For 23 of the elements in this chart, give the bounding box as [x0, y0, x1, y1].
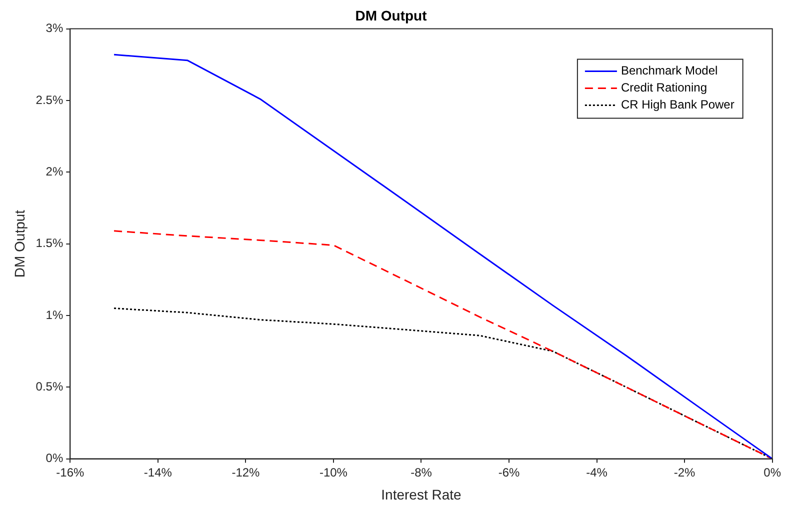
y-tick-label: 1% — [46, 308, 64, 322]
y-tick-label: 0.5% — [36, 379, 64, 394]
y-tick-label: 2.5% — [36, 92, 64, 107]
line-series — [113, 230, 772, 459]
y-tick-label: 2% — [46, 164, 64, 178]
legend-label: Credit Rationing — [620, 80, 707, 95]
y-tick-label: 3% — [46, 21, 64, 36]
legend-label: Benchmark Model — [620, 64, 718, 78]
x-tick-label: -16% — [56, 465, 84, 480]
x-tick-label: -4% — [586, 465, 608, 480]
x-tick-label: -10% — [319, 465, 348, 480]
x-tick-label: -2% — [674, 465, 696, 480]
x-tick-label: 0% — [764, 465, 782, 480]
y-tick-label: 0% — [46, 451, 64, 466]
legend-label: CR High Bank Power — [620, 98, 734, 112]
x-tick-label: -14% — [144, 465, 172, 480]
y-tick-label: 1.5% — [36, 236, 64, 250]
x-tick-label: -8% — [410, 465, 432, 480]
x-tick-label: -6% — [498, 465, 520, 480]
x-axis-title: Interest Rate — [381, 486, 462, 502]
y-axis-title: DM Output — [11, 210, 28, 278]
x-tick-label: -12% — [232, 465, 260, 480]
chart-title: DM Output — [355, 7, 428, 24]
